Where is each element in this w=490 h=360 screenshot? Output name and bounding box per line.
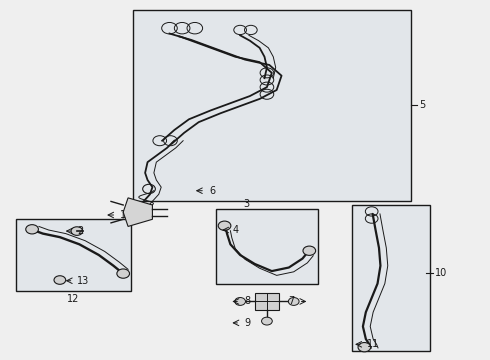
Circle shape [117,269,129,278]
Circle shape [262,317,272,325]
Text: 13: 13 [77,276,90,286]
Circle shape [358,342,371,352]
Text: 5: 5 [419,100,426,110]
Circle shape [303,246,316,255]
Text: 1: 1 [120,210,126,220]
Circle shape [71,227,83,235]
Text: 8: 8 [244,296,250,306]
Text: 4: 4 [233,225,239,235]
Text: 3: 3 [244,199,250,209]
Circle shape [235,297,245,305]
Text: 2: 2 [77,226,84,236]
Circle shape [26,225,38,234]
Circle shape [54,276,66,284]
Circle shape [288,297,299,305]
Text: 7: 7 [289,296,294,306]
Text: 10: 10 [435,268,447,278]
Polygon shape [123,198,152,226]
Text: 11: 11 [367,339,379,349]
Text: 9: 9 [244,318,250,328]
Text: 12: 12 [67,294,80,304]
Bar [16,219,130,291]
Bar [216,208,318,284]
Bar [352,205,430,351]
Text: 6: 6 [209,186,215,196]
Bar [133,10,411,202]
Bar [255,293,279,310]
Circle shape [218,221,231,230]
